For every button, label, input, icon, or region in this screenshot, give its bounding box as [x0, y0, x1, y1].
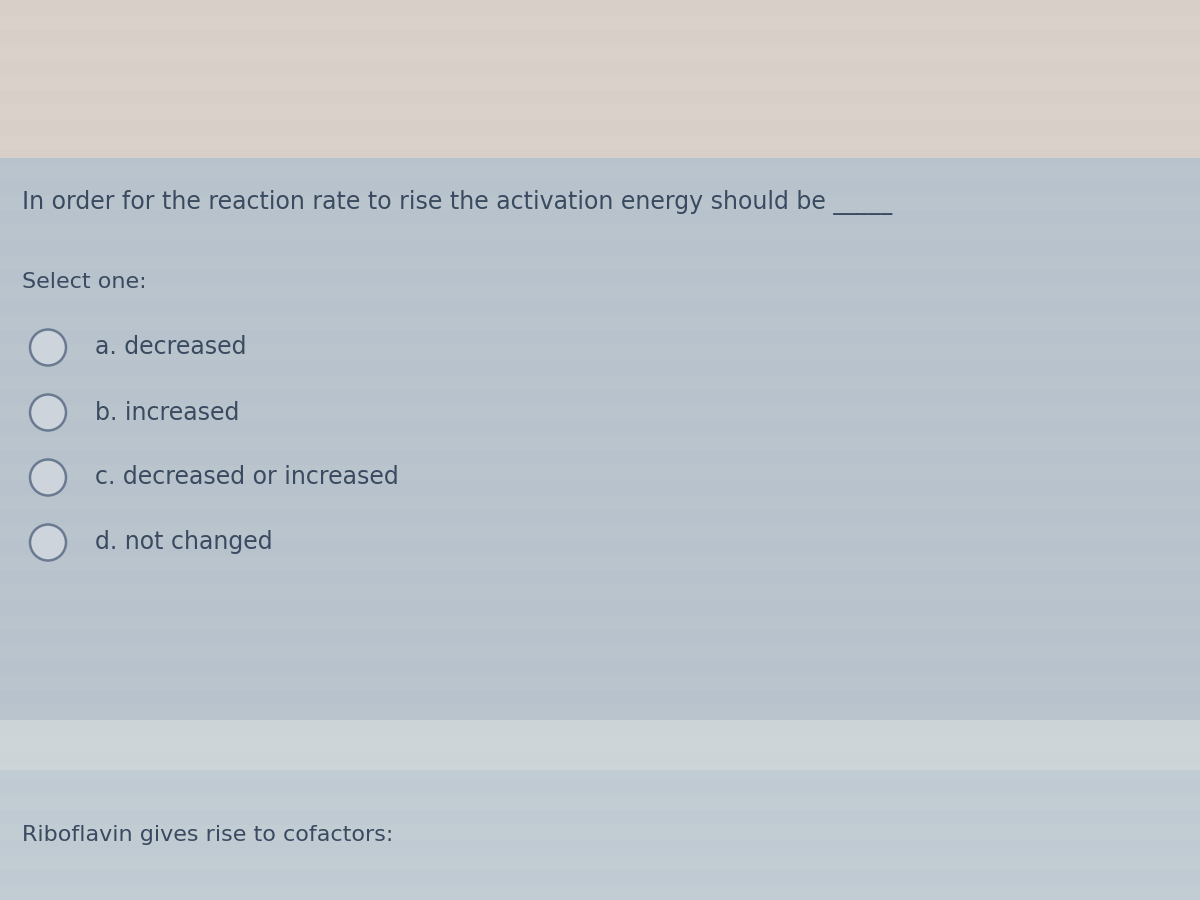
Text: Riboflavin gives rise to cofactors:: Riboflavin gives rise to cofactors:	[22, 824, 394, 845]
Text: c. decreased or increased: c. decreased or increased	[95, 465, 398, 490]
Circle shape	[30, 460, 66, 496]
FancyBboxPatch shape	[0, 720, 1200, 770]
Text: d. not changed: d. not changed	[95, 530, 272, 554]
Circle shape	[30, 394, 66, 430]
Circle shape	[30, 329, 66, 365]
FancyBboxPatch shape	[0, 0, 1200, 158]
Text: b. increased: b. increased	[95, 400, 239, 425]
Text: Select one:: Select one:	[22, 273, 146, 292]
Text: a. decreased: a. decreased	[95, 336, 246, 359]
FancyBboxPatch shape	[0, 770, 1200, 900]
Text: In order for the reaction rate to rise the activation energy should be _____: In order for the reaction rate to rise t…	[22, 190, 892, 215]
FancyBboxPatch shape	[0, 158, 1200, 720]
Circle shape	[30, 525, 66, 561]
